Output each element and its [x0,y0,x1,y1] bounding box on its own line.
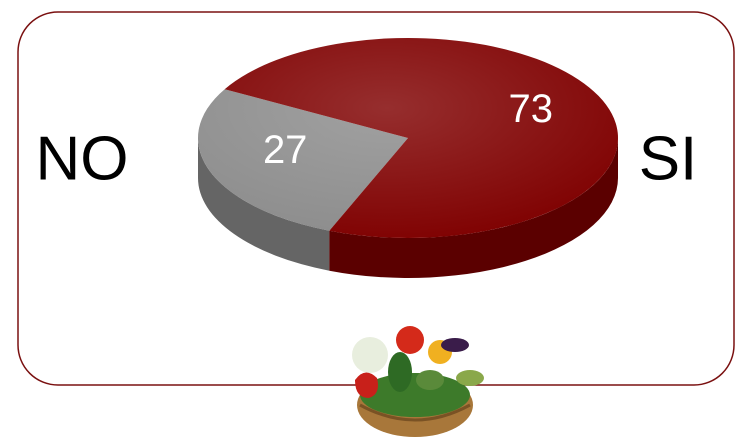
value-label: 27 [263,128,308,172]
pie: 27 73 [198,37,618,278]
vegetable-basket-illustration [352,326,484,437]
category-label: SI [639,124,698,193]
category-label: NO [36,124,129,193]
value-label: 73 [509,87,554,131]
pie-slice-side [329,138,618,278]
